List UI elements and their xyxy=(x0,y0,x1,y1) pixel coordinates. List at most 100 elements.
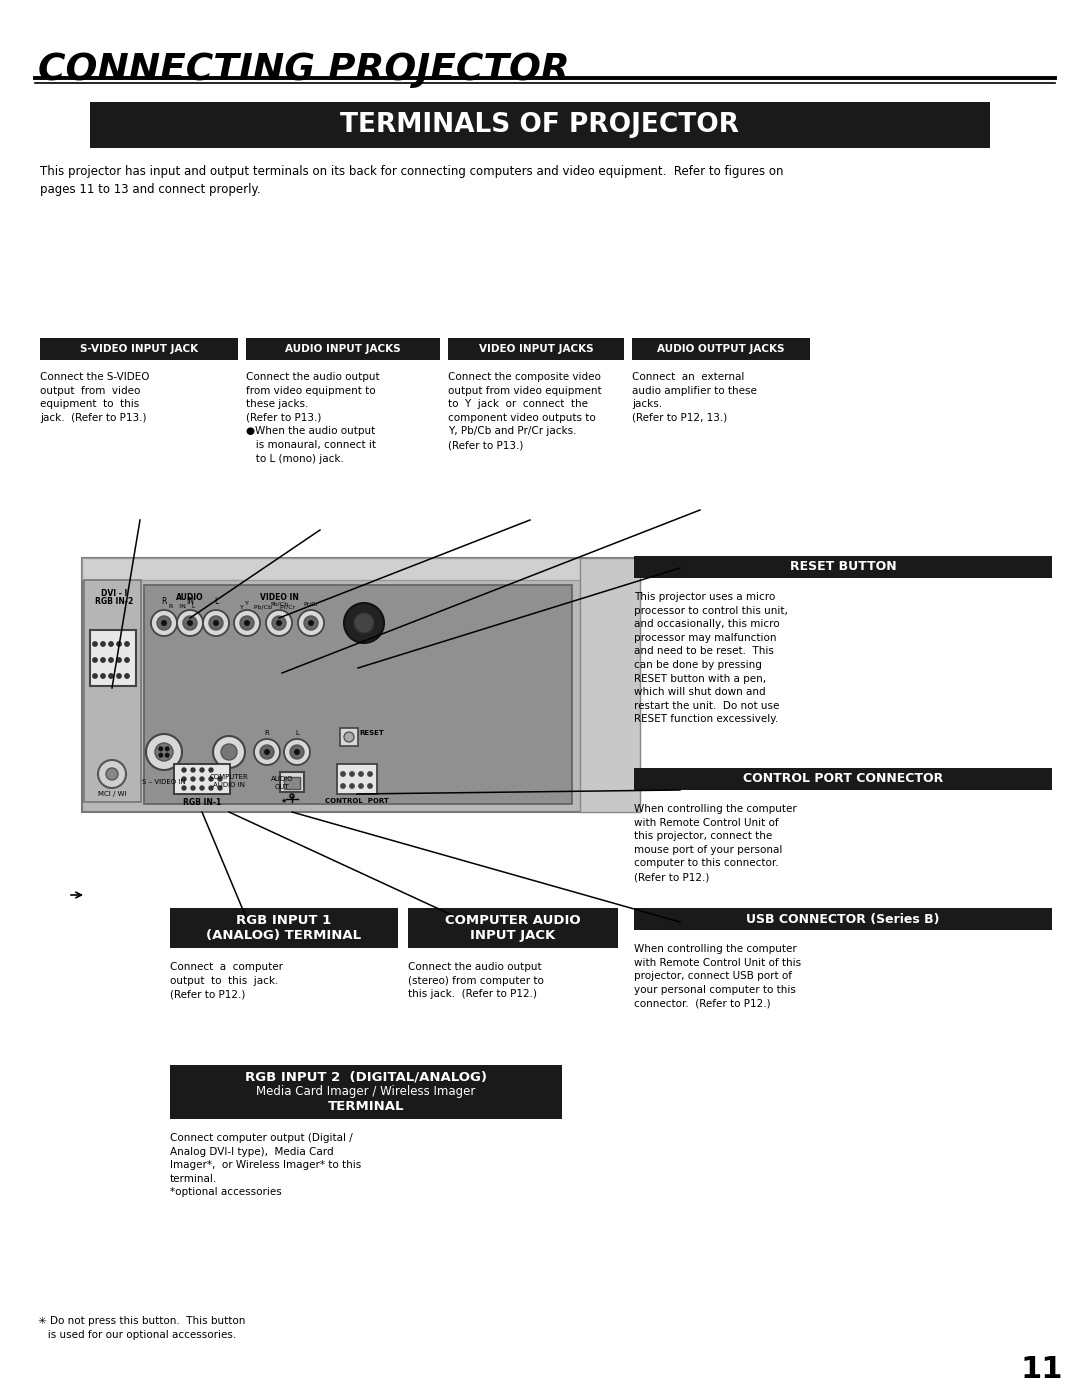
Bar xyxy=(144,585,572,805)
Circle shape xyxy=(200,787,204,789)
Bar xyxy=(580,557,640,812)
Text: CONTROL PORT CONNECTOR: CONTROL PORT CONNECTOR xyxy=(743,773,943,785)
Circle shape xyxy=(240,616,254,630)
Circle shape xyxy=(234,610,260,636)
Circle shape xyxy=(266,610,292,636)
Circle shape xyxy=(161,620,167,626)
Circle shape xyxy=(165,747,168,750)
Circle shape xyxy=(368,784,373,788)
Text: L: L xyxy=(214,597,218,606)
Text: S-VIDEO INPUT JACK: S-VIDEO INPUT JACK xyxy=(80,344,198,353)
Circle shape xyxy=(341,771,346,777)
Circle shape xyxy=(294,749,300,754)
Bar xyxy=(634,768,1052,789)
Bar xyxy=(90,102,990,148)
Circle shape xyxy=(109,658,113,662)
Text: This projector has input and output terminals on its back for connecting compute: This projector has input and output term… xyxy=(40,165,783,196)
Text: This projector uses a micro
processor to control this unit,
and occasionally, th: This projector uses a micro processor to… xyxy=(634,592,788,725)
Text: 11: 11 xyxy=(1021,1355,1063,1384)
Bar xyxy=(448,338,624,360)
Circle shape xyxy=(146,733,183,770)
Circle shape xyxy=(264,749,270,754)
Circle shape xyxy=(151,610,177,636)
Text: Pr/Cr: Pr/Cr xyxy=(303,601,319,606)
Bar xyxy=(90,630,136,686)
Text: AUDIO: AUDIO xyxy=(176,594,204,602)
Text: Connect the composite video
output from video equipment
to  Y  jack  or  connect: Connect the composite video output from … xyxy=(448,372,602,450)
Circle shape xyxy=(354,613,374,633)
Circle shape xyxy=(159,747,163,750)
Circle shape xyxy=(159,753,163,757)
Circle shape xyxy=(276,620,282,626)
Circle shape xyxy=(98,760,126,788)
Circle shape xyxy=(109,673,113,678)
Circle shape xyxy=(303,616,318,630)
Text: IN: IN xyxy=(186,597,194,606)
Circle shape xyxy=(177,610,203,636)
Circle shape xyxy=(100,673,105,678)
Circle shape xyxy=(100,658,105,662)
Bar xyxy=(174,764,230,793)
Text: Y     Pb/Cb    Pr/Cr: Y Pb/Cb Pr/Cr xyxy=(240,605,295,609)
Circle shape xyxy=(210,768,213,773)
Bar xyxy=(408,908,618,949)
Bar xyxy=(340,728,357,746)
Bar xyxy=(632,338,810,360)
Circle shape xyxy=(345,604,384,643)
Text: VIDEO IN: VIDEO IN xyxy=(259,594,298,602)
Text: (ANALOG) TERMINAL: (ANALOG) TERMINAL xyxy=(206,929,362,942)
Circle shape xyxy=(341,784,346,788)
Text: Media Card Imager / Wireless Imager: Media Card Imager / Wireless Imager xyxy=(256,1085,475,1098)
Text: RESET: RESET xyxy=(359,731,383,736)
Bar xyxy=(170,1065,562,1119)
Text: Connect  an  external
audio amplifier to these
jacks.
(Refer to P12, 13.): Connect an external audio amplifier to t… xyxy=(632,372,757,423)
Circle shape xyxy=(93,641,97,647)
Text: RGB INPUT 2  (DIGITAL/ANALOG): RGB INPUT 2 (DIGITAL/ANALOG) xyxy=(245,1070,487,1084)
Circle shape xyxy=(117,658,121,662)
Text: CONNECTING PROJECTOR: CONNECTING PROJECTOR xyxy=(38,52,570,88)
Text: Connect the audio output
(stereo) from computer to
this jack.  (Refer to P12.): Connect the audio output (stereo) from c… xyxy=(408,963,544,999)
Text: USB CONNECTOR (Series B): USB CONNECTOR (Series B) xyxy=(746,912,940,925)
Circle shape xyxy=(125,673,130,678)
Text: Y: Y xyxy=(245,601,248,606)
Bar xyxy=(82,557,640,812)
Circle shape xyxy=(117,673,121,678)
Circle shape xyxy=(260,745,274,759)
Circle shape xyxy=(368,771,373,777)
Text: Pb/Cb: Pb/Cb xyxy=(270,601,288,606)
Text: Connect the audio output
from video equipment to
these jacks.
(Refer to P13.)
●W: Connect the audio output from video equi… xyxy=(246,372,380,464)
Bar xyxy=(634,908,1052,930)
Circle shape xyxy=(218,787,222,789)
Text: ✳ Do not press this button.  This button
   is used for our optional accessories: ✳ Do not press this button. This button … xyxy=(38,1316,245,1340)
Bar xyxy=(280,773,303,792)
Text: AUDIO OUTPUT JACKS: AUDIO OUTPUT JACKS xyxy=(658,344,785,353)
Bar xyxy=(40,338,238,360)
Circle shape xyxy=(291,745,303,759)
Text: CONTROL  PORT: CONTROL PORT xyxy=(325,798,389,805)
Circle shape xyxy=(350,784,354,788)
Circle shape xyxy=(272,616,286,630)
Text: RESET BUTTON: RESET BUTTON xyxy=(789,560,896,574)
Text: INPUT JACK: INPUT JACK xyxy=(471,929,555,942)
Circle shape xyxy=(359,784,363,788)
Circle shape xyxy=(210,787,213,789)
Circle shape xyxy=(183,768,186,773)
Circle shape xyxy=(221,745,237,760)
Circle shape xyxy=(183,787,186,789)
Text: TERMINAL: TERMINAL xyxy=(327,1101,404,1113)
Bar xyxy=(84,580,141,802)
Text: When controlling the computer
with Remote Control Unit of
this projector, connec: When controlling the computer with Remot… xyxy=(634,805,797,882)
Circle shape xyxy=(93,673,97,678)
Circle shape xyxy=(187,620,193,626)
Circle shape xyxy=(183,777,186,781)
Circle shape xyxy=(100,641,105,647)
Text: AUDIO: AUDIO xyxy=(271,775,294,782)
Circle shape xyxy=(125,641,130,647)
Bar xyxy=(170,908,399,949)
Circle shape xyxy=(165,753,168,757)
Circle shape xyxy=(125,658,130,662)
Circle shape xyxy=(244,620,249,626)
Circle shape xyxy=(345,732,354,742)
Text: Connect computer output (Digital /
Analog DVI-I type),  Media Card
Imager*,  or : Connect computer output (Digital / Analo… xyxy=(170,1133,361,1197)
Text: When controlling the computer
with Remote Control Unit of this
projector, connec: When controlling the computer with Remot… xyxy=(634,944,801,1009)
